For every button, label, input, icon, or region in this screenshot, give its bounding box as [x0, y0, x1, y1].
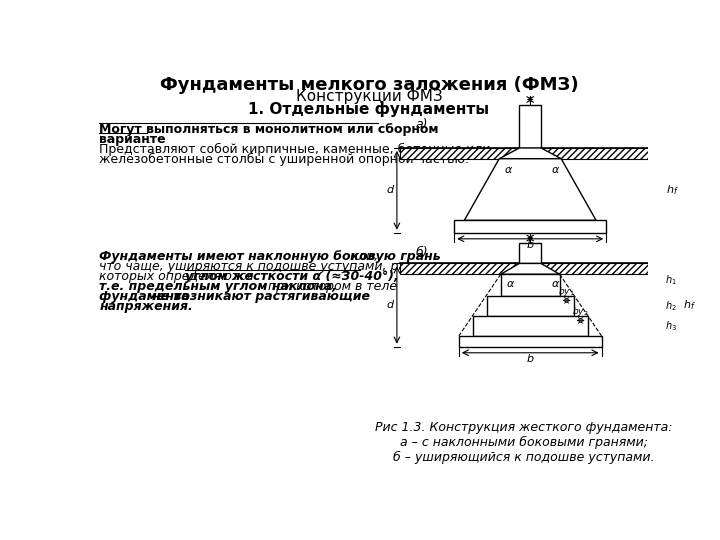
- Bar: [519, 105, 541, 148]
- Polygon shape: [464, 159, 596, 220]
- Text: b: b: [526, 354, 534, 364]
- Text: Рис 1.3. Конструкция жесткого фундамента:
а – с наклонными боковыми гранями;
б –: Рис 1.3. Конструкция жесткого фундамента…: [375, 421, 672, 464]
- Bar: [500, 274, 559, 296]
- Text: $h_2$: $h_2$: [665, 299, 677, 313]
- Text: железобетонные столбы с уширенной опорной частью.: железобетонные столбы с уширенной опорно…: [99, 153, 469, 166]
- Text: 1. Отдельные фундаменты: 1. Отдельные фундаменты: [248, 101, 490, 117]
- Bar: [400, 148, 660, 159]
- Polygon shape: [500, 264, 559, 274]
- Text: d: d: [387, 300, 394, 310]
- Text: а): а): [415, 118, 428, 131]
- Text: фундамента: фундамента: [99, 289, 194, 302]
- Text: $h_1$: $h_1$: [665, 273, 677, 287]
- Text: $by_1$: $by_1$: [558, 285, 575, 298]
- Text: Фундаменты мелкого заложения (ФМЗ): Фундаменты мелкого заложения (ФМЗ): [160, 76, 578, 94]
- Text: Фундаменты имеют наклонную боковую грань: Фундаменты имеют наклонную боковую грань: [99, 249, 441, 262]
- Text: Конструкции ФМЗ: Конструкции ФМЗ: [296, 90, 442, 104]
- Text: б): б): [415, 246, 428, 259]
- Text: Представляют собой кирпичные, каменные, бетонные или: Представляют собой кирпичные, каменные, …: [99, 143, 491, 157]
- Text: при котором в теле: при котором в теле: [264, 280, 397, 293]
- Bar: [459, 336, 601, 347]
- Bar: [454, 220, 606, 233]
- Bar: [400, 264, 660, 274]
- Polygon shape: [499, 148, 561, 159]
- Bar: [519, 244, 541, 264]
- Text: напряжения.: напряжения.: [99, 300, 193, 313]
- Text: т.е. предельным углом наклона,: т.е. предельным углом наклона,: [99, 280, 337, 293]
- Text: не возникают растягивающие: не возникают растягивающие: [152, 289, 370, 302]
- Text: b: b: [526, 240, 534, 251]
- Text: или,: или,: [346, 249, 378, 262]
- Text: $h_3$: $h_3$: [665, 319, 678, 333]
- Text: что чаще, уширяются к подошве уступами, размеры: что чаще, уширяются к подошве уступами, …: [99, 260, 448, 273]
- Text: α: α: [552, 279, 559, 289]
- Text: d: d: [387, 185, 394, 195]
- Text: варианте: варианте: [99, 132, 166, 146]
- Text: Могут выполняться в монолитном или сборном: Могут выполняться в монолитном или сборн…: [99, 123, 438, 136]
- Text: углом жесткости α (≈30-40°),: углом жесткости α (≈30-40°),: [184, 269, 398, 282]
- Text: α: α: [506, 279, 514, 289]
- Bar: [473, 316, 588, 336]
- Text: $h_f$: $h_f$: [683, 298, 696, 312]
- Text: $by_2$: $by_2$: [572, 305, 589, 318]
- Text: которых определяются: которых определяются: [99, 269, 258, 282]
- Text: α: α: [552, 165, 559, 174]
- Bar: [487, 296, 574, 316]
- Text: .: .: [147, 132, 150, 146]
- Text: $h_f$: $h_f$: [667, 184, 679, 197]
- Text: α: α: [505, 165, 512, 174]
